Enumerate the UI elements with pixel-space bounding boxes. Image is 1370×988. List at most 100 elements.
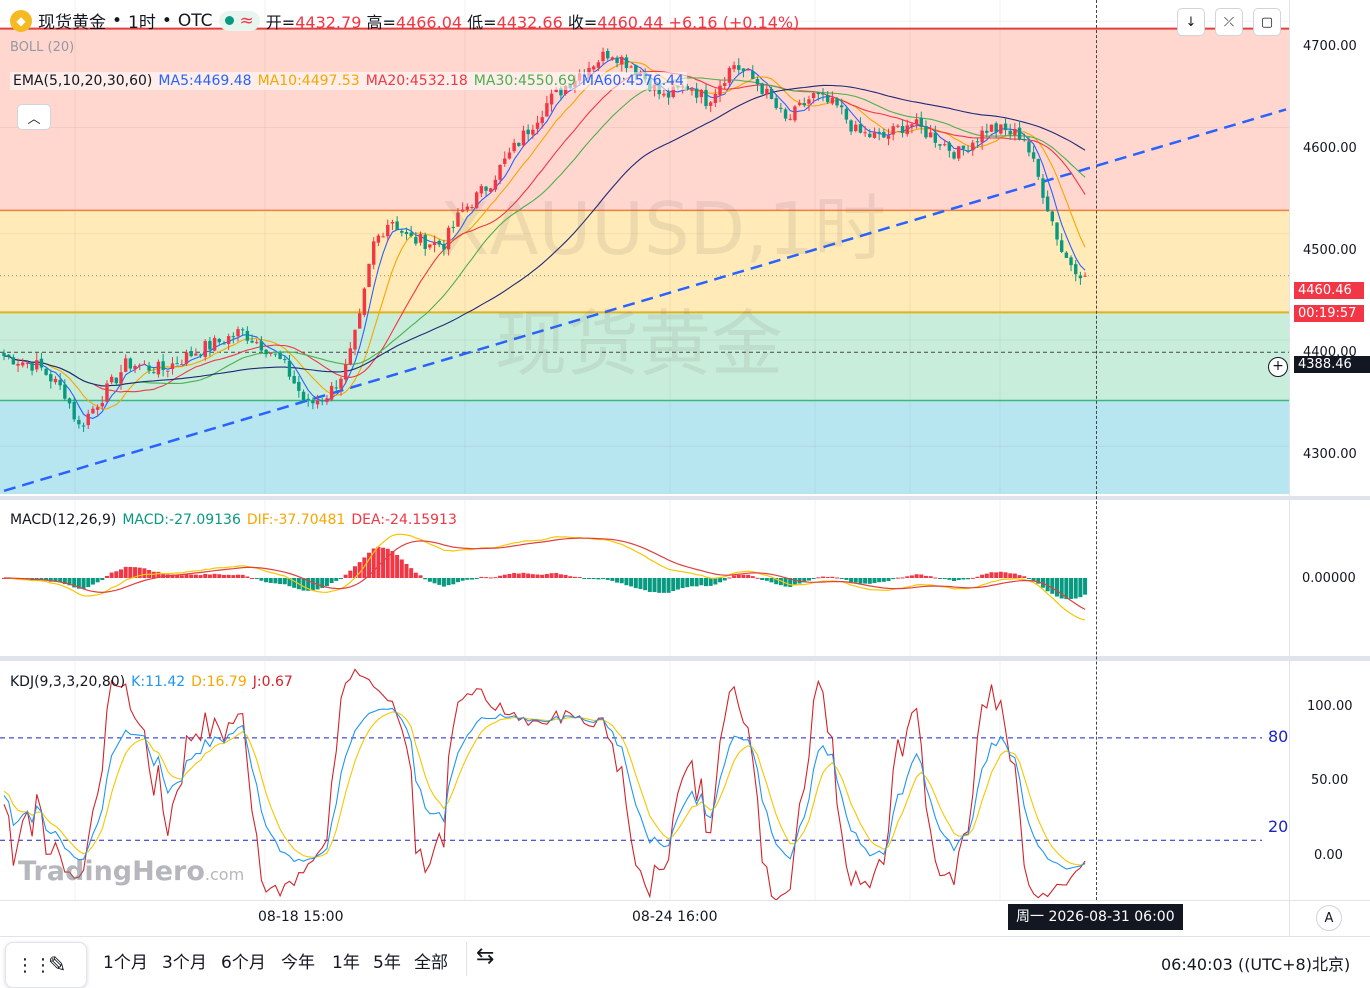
zone-green [0, 312, 1289, 401]
price-pane[interactable] [0, 0, 1290, 496]
candle-body [591, 66, 596, 70]
crosshair-price-badge: 4388.46 [1294, 356, 1370, 373]
macd-histogram-bar [432, 578, 437, 584]
candle-body [1003, 123, 1008, 131]
macd-legend[interactable]: MACD(12,26,9) MACD:-27.09136 DIF:-37.704… [10, 512, 457, 528]
macd-histogram-bar [872, 578, 877, 584]
range-6m[interactable]: 6个月 [221, 953, 266, 973]
macd-histogram-bar [778, 578, 783, 586]
macd-histogram-bar [498, 575, 503, 578]
ema-legend[interactable]: EMA(5,10,20,30,60) MA5:4469.48 MA10:4497… [10, 72, 687, 90]
macd-histogram-bar [582, 578, 587, 579]
macd-histogram-bar [952, 578, 957, 582]
macd-histogram-bar [1022, 576, 1027, 578]
letter-a-icon: A [1324, 910, 1334, 926]
macd-histogram-bar [1055, 578, 1059, 597]
collapse-legend-button[interactable]: ︿ [17, 104, 51, 130]
macd-histogram-bar [844, 578, 849, 580]
macd-histogram-bar [526, 573, 531, 578]
macd-histogram-bar [535, 574, 540, 578]
macd-histogram-bar [353, 566, 357, 578]
low-value: 4432.66 [496, 12, 563, 32]
download-button[interactable]: ↓ [1177, 8, 1205, 36]
drawing-toolbar[interactable]: ⋮⋮ ✎ [5, 942, 87, 988]
macd-histogram-bar [268, 578, 273, 583]
candle-body [245, 330, 250, 341]
candle-body [746, 69, 750, 71]
macd-histogram-bar [250, 577, 255, 579]
macd-histogram-bar [647, 578, 652, 592]
kdj-tick: 100.00 [1307, 699, 1353, 714]
candle-body [685, 86, 689, 90]
range-1y[interactable]: 1年 [332, 953, 360, 973]
macd-histogram-bar [376, 546, 381, 578]
toolbar-divider [466, 942, 467, 976]
boll-legend[interactable]: BOLL (20) [10, 40, 75, 55]
macd-histogram-bar [399, 559, 404, 578]
macd-histogram-bar [465, 578, 470, 580]
candle-body [180, 364, 184, 366]
macd-histogram-bar [189, 574, 194, 578]
candle-body [114, 377, 119, 384]
fullscreen-button[interactable]: ⤫ [1215, 8, 1243, 36]
candle-body [900, 126, 905, 133]
candle-body [30, 362, 34, 371]
macd-pane[interactable] [0, 500, 1290, 656]
candle-body [985, 130, 989, 133]
range-3m[interactable]: 3个月 [162, 953, 207, 973]
pane-separator[interactable] [0, 656, 1370, 661]
symbol-legend[interactable]: ◆ 现货黄金 • 1时 • OTC ≈ 开=4432.79 高=4466.04 … [10, 8, 799, 33]
dea-value: DEA:-24.15913 [351, 512, 457, 528]
candle-body [156, 361, 161, 375]
kdj-pane[interactable] [0, 661, 1290, 900]
candle-body [872, 132, 877, 138]
market-status-badge[interactable]: ≈ [218, 10, 260, 31]
screenshot-button[interactable]: ▢ [1253, 8, 1281, 36]
macd-histogram-bar [835, 577, 840, 579]
macd-histogram-bar [923, 575, 928, 578]
candle-body [704, 89, 708, 107]
macd-histogram-bar [67, 578, 72, 586]
candle-body [531, 129, 535, 135]
candle-body [601, 51, 605, 62]
macd-histogram-bar [357, 562, 362, 578]
macd-histogram-bar [619, 578, 624, 584]
macd-histogram-bar [62, 578, 67, 585]
macd-histogram-bar [343, 574, 348, 578]
macd-histogram-bar [544, 574, 549, 578]
range-5y[interactable]: 5年 [373, 953, 401, 973]
macd-histogram-bar [661, 578, 666, 593]
macd-histogram-bar [1045, 578, 1050, 592]
kdj-legend[interactable]: KDJ(9,3,3,20,80) K:11.42 D:16.79 J:0.67 [10, 674, 293, 690]
pane-separator[interactable] [0, 496, 1370, 500]
candle-body [189, 350, 193, 357]
drag-handle-icon[interactable]: ⋮⋮ [16, 955, 52, 976]
timezone-clock[interactable]: 06:40:03 ((UTC+8)北京) [1161, 955, 1351, 974]
range-all[interactable]: 全部 [414, 953, 448, 973]
trendline [3, 108, 1287, 493]
last-price-badge: 4460.46 [1294, 282, 1364, 299]
macd-histogram-bar [970, 577, 975, 579]
crosshair-vertical [1096, 0, 1097, 900]
add-alert-button[interactable]: + [1268, 357, 1288, 377]
macd-histogram-bar [320, 578, 325, 588]
range-1m[interactable]: 1个月 [103, 953, 148, 973]
candle-body [620, 56, 624, 65]
candle-body [924, 126, 928, 138]
candle-body [123, 358, 128, 372]
candle-body [980, 130, 984, 143]
candle-body [779, 107, 783, 109]
auto-scale-button[interactable]: A [1316, 905, 1342, 931]
macd-histogram-bar [984, 573, 989, 578]
macd-histogram-bar [34, 578, 39, 580]
price-axis-border [1289, 0, 1290, 936]
close-value: 4460.44 [597, 12, 664, 32]
macd-histogram-bar [381, 547, 386, 578]
brush-icon[interactable]: ✎ [48, 953, 67, 978]
macd-histogram-bar [76, 578, 81, 589]
macd-histogram-bar [119, 569, 123, 578]
macd-histogram-bar [633, 578, 638, 589]
goto-date-icon[interactable]: ⇆ [476, 944, 495, 969]
macd-histogram-bar [133, 567, 138, 578]
range-ytd[interactable]: 今年 [281, 953, 315, 973]
